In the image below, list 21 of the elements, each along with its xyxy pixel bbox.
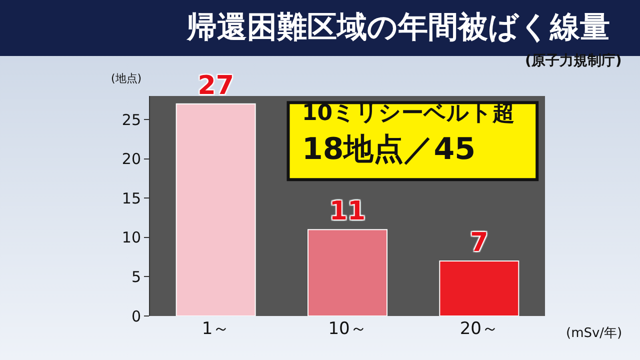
data-label: 7 [470, 228, 488, 258]
y-tick-label: 0 [131, 307, 141, 326]
data-label: 11 [329, 196, 366, 227]
y-tick-label: 25 [122, 110, 141, 129]
data-label: 27 [198, 70, 234, 101]
x-axis-title: (mSv/年) [566, 326, 622, 341]
y-tick-label: 10 [122, 228, 141, 247]
chart-title: 帰還困難区域の年間被ばく線量 [187, 10, 610, 45]
annotation: 18地点／45 [302, 132, 476, 167]
text: (原子力規制庁) [525, 52, 622, 69]
annotation: 10ミリシーベルト超 [302, 101, 515, 126]
x-tick-label: 10～ [328, 319, 367, 339]
y-tick-label: 15 [122, 189, 141, 208]
x-tick-label: 20～ [460, 319, 498, 339]
x-tick-label: 1～ [202, 319, 230, 339]
bar [308, 229, 388, 316]
bar [439, 260, 520, 316]
y-tick-label: 20 [122, 150, 141, 168]
y-axis-title: (地点) [111, 72, 142, 85]
y-tick-label: 5 [131, 268, 141, 286]
bar [176, 103, 256, 316]
